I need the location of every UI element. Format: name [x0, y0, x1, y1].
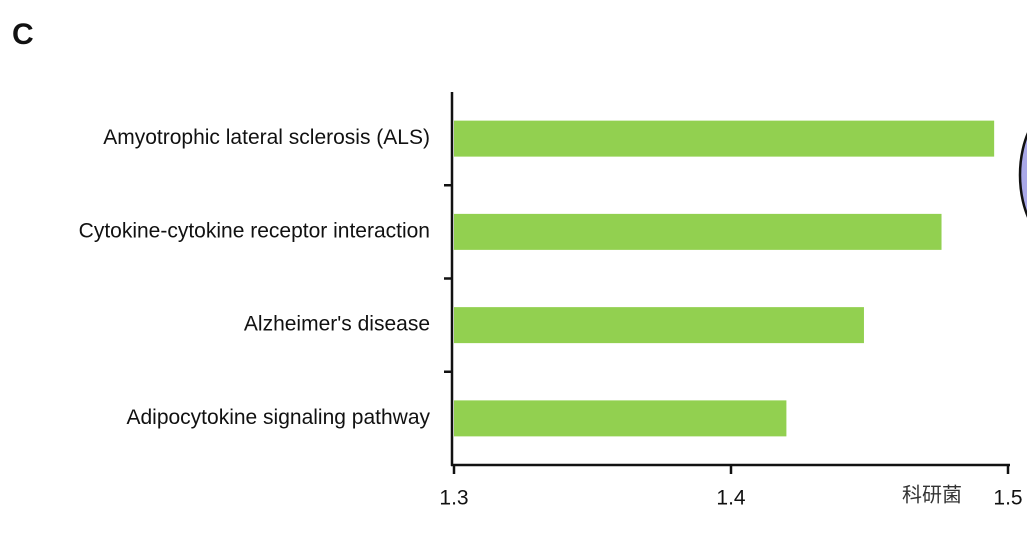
decor-ellipse: [1018, 132, 1027, 218]
x-tick-label: 1.4: [716, 487, 746, 510]
x-tick-label: 1.3: [439, 487, 468, 510]
panel-label: C: [12, 18, 34, 51]
bar: [454, 400, 787, 437]
watermark: 科研菌: [902, 483, 962, 506]
y-tick-label: Adipocytokine signaling pathway: [126, 406, 430, 429]
x-tick-label: 1.5: [993, 487, 1022, 510]
y-tick-label: Alzheimer's disease: [244, 313, 430, 336]
bar: [454, 307, 864, 344]
bar: [454, 213, 942, 250]
bar: [454, 120, 995, 157]
y-tick-label: Cytokine-cytokine receptor interaction: [79, 219, 430, 242]
y-tick-label: Amyotrophic lateral sclerosis (ALS): [103, 126, 430, 149]
